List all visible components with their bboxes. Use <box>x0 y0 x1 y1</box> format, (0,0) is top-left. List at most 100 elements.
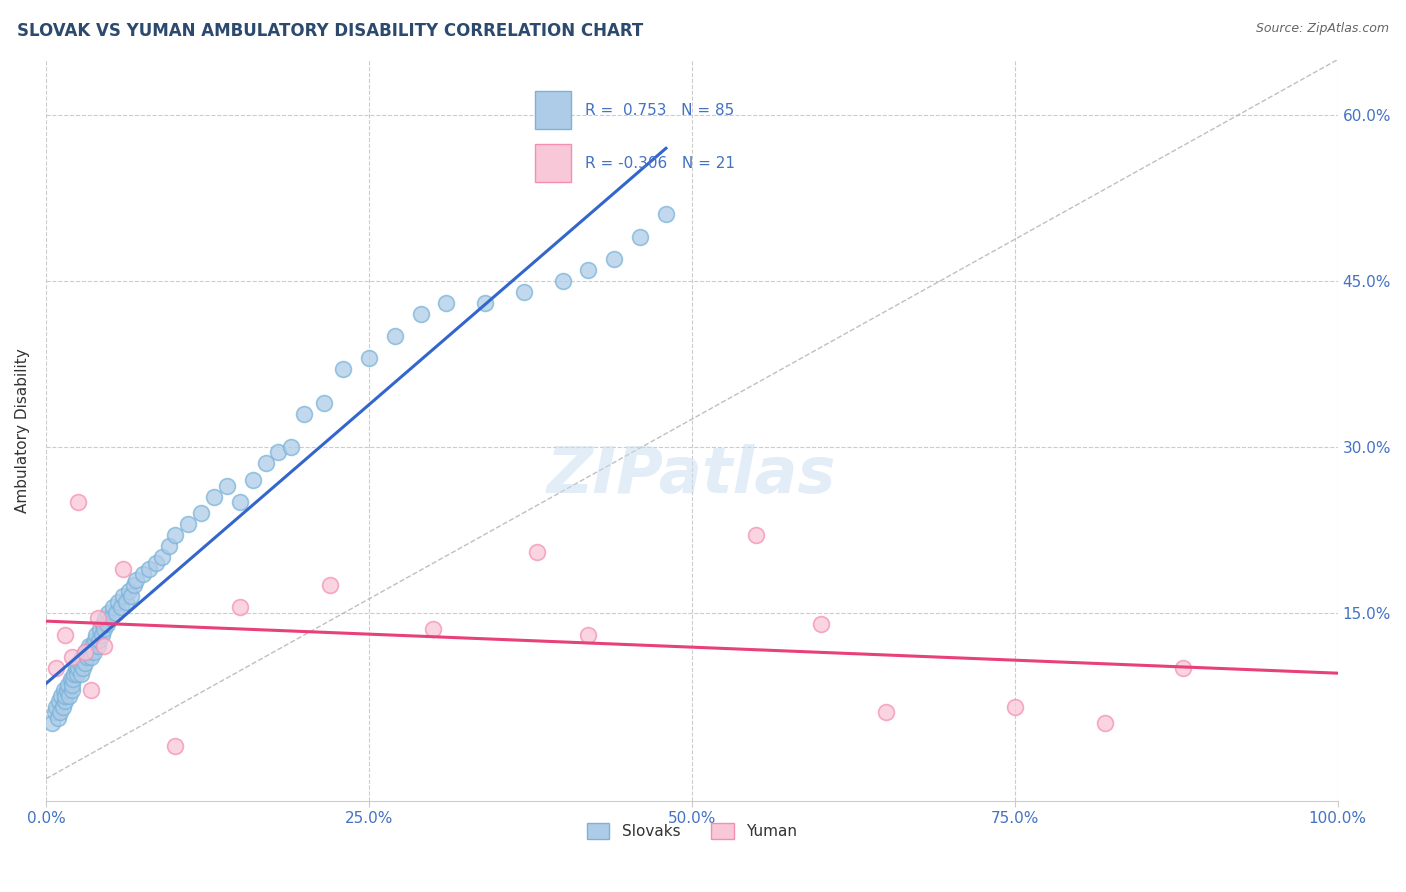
Point <box>59 672 82 686</box>
Point <box>409 307 432 321</box>
Point <box>82 639 104 653</box>
Point <box>60 678 83 692</box>
Point <box>60 650 83 665</box>
Point <box>578 628 600 642</box>
Point <box>312 395 335 409</box>
Point <box>228 600 250 615</box>
Point <box>745 528 768 542</box>
Point <box>202 490 225 504</box>
Point <box>101 600 124 615</box>
Point <box>112 561 135 575</box>
Y-axis label: Ambulatory Disability: Ambulatory Disability <box>15 348 30 513</box>
Point <box>55 683 77 698</box>
Point <box>65 661 87 675</box>
Point <box>60 683 83 698</box>
Point <box>94 611 117 625</box>
Point <box>45 661 67 675</box>
Point <box>655 207 678 221</box>
Legend: Slovaks, Yuman: Slovaks, Yuman <box>581 817 803 845</box>
Point <box>77 639 100 653</box>
Point <box>628 229 651 244</box>
Point <box>578 262 600 277</box>
Text: ZIPatlas: ZIPatlas <box>547 443 837 506</box>
Point <box>73 656 96 670</box>
Point <box>84 633 107 648</box>
Point <box>242 473 264 487</box>
Point <box>157 540 180 554</box>
Point <box>319 578 342 592</box>
Point <box>51 689 73 703</box>
Point <box>53 694 76 708</box>
Point <box>53 628 76 642</box>
Point <box>56 678 79 692</box>
Point <box>45 699 67 714</box>
Point <box>474 296 496 310</box>
Point <box>384 329 406 343</box>
Point <box>165 528 187 542</box>
Point <box>100 611 122 625</box>
Point <box>177 517 200 532</box>
Point <box>63 666 86 681</box>
Point <box>44 706 66 720</box>
Point <box>90 628 112 642</box>
Point <box>332 362 354 376</box>
Point <box>267 445 290 459</box>
Point <box>138 561 160 575</box>
Point <box>93 623 115 637</box>
Point <box>93 639 115 653</box>
Point <box>132 567 155 582</box>
Point <box>254 457 277 471</box>
Point <box>112 589 135 603</box>
Point <box>49 706 72 720</box>
Point <box>1171 661 1194 675</box>
Point <box>434 296 457 310</box>
Point <box>110 600 132 615</box>
Point <box>67 661 90 675</box>
Point <box>280 440 302 454</box>
Point <box>73 644 96 658</box>
Point <box>70 666 93 681</box>
Point <box>513 285 536 299</box>
Point <box>422 623 444 637</box>
Point <box>603 252 626 266</box>
Point <box>41 716 63 731</box>
Point <box>66 666 89 681</box>
Point <box>215 478 238 492</box>
Point <box>80 683 103 698</box>
Point <box>107 595 129 609</box>
Point <box>86 639 108 653</box>
Point <box>145 556 167 570</box>
Point <box>86 628 108 642</box>
Point <box>96 616 118 631</box>
Point <box>875 706 897 720</box>
Point <box>86 611 108 625</box>
Point <box>551 274 574 288</box>
Point <box>190 506 212 520</box>
Point <box>810 616 832 631</box>
Point <box>48 694 70 708</box>
Point <box>1094 716 1116 731</box>
Point <box>125 573 148 587</box>
Point <box>67 495 90 509</box>
Point <box>58 689 80 703</box>
Point <box>46 711 69 725</box>
Point <box>79 644 101 658</box>
Point <box>120 589 142 603</box>
Point <box>83 644 105 658</box>
Point <box>357 351 380 366</box>
Point <box>87 633 110 648</box>
Point <box>53 683 76 698</box>
Point <box>52 699 75 714</box>
Point <box>115 595 138 609</box>
Point <box>122 578 145 592</box>
Point <box>53 689 76 703</box>
Point <box>165 739 187 753</box>
Point <box>62 672 84 686</box>
Point <box>150 550 173 565</box>
Point <box>76 650 98 665</box>
Point <box>117 583 139 598</box>
Point <box>104 606 127 620</box>
Point <box>526 545 548 559</box>
Point <box>70 650 93 665</box>
Point <box>228 495 250 509</box>
